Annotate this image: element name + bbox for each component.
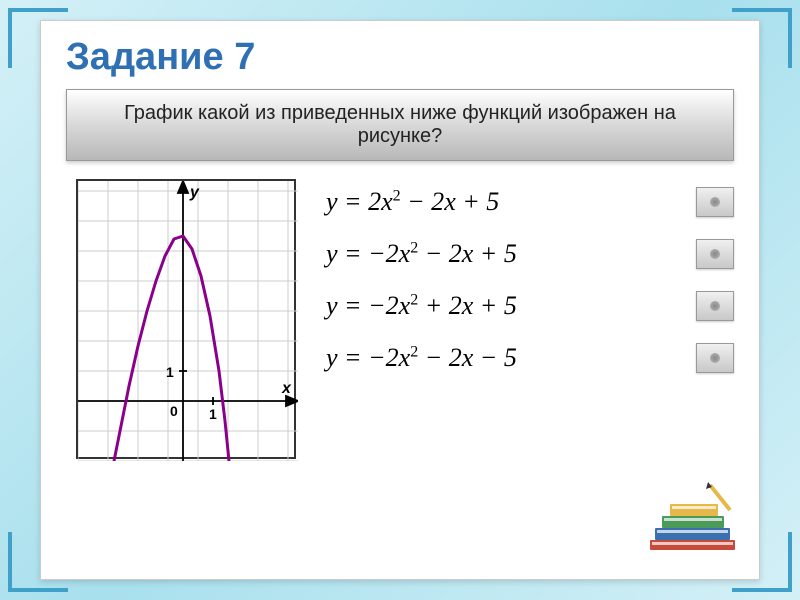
equation-2: y = −2x2 − 2x + 5 (326, 239, 517, 269)
option-row: y = −2x2 − 2x + 5 (326, 239, 734, 269)
svg-text:y: y (189, 184, 200, 201)
option-row: y = 2x2 − 2x + 5 (326, 187, 734, 217)
svg-text:1: 1 (166, 364, 174, 380)
option-row: y = −2x2 − 2x − 5 (326, 343, 734, 373)
parabola-graph: 0 1 1 y x (78, 181, 298, 461)
svg-text:0: 0 (170, 403, 178, 419)
option-button-1[interactable] (696, 187, 734, 217)
equation-4: y = −2x2 − 2x − 5 (326, 343, 517, 373)
option-button-3[interactable] (696, 291, 734, 321)
option-button-2[interactable] (696, 239, 734, 269)
books-icon (640, 480, 750, 570)
equation-3: y = −2x2 + 2x + 5 (326, 291, 517, 321)
graph-panel: 0 1 1 y x (76, 179, 296, 459)
equation-1: y = 2x2 − 2x + 5 (326, 187, 499, 217)
options-list: y = 2x2 − 2x + 5 y = −2x2 − 2x + 5 y = −… (326, 179, 734, 459)
svg-text:1: 1 (209, 406, 217, 422)
question-text: График какой из приведенных ниже функций… (66, 89, 734, 161)
svg-text:x: x (281, 380, 292, 397)
main-row: 0 1 1 y x y = 2x2 − 2x + 5 y = −2x2 − 2x… (66, 179, 734, 459)
option-row: y = −2x2 + 2x + 5 (326, 291, 734, 321)
task-title: Задание 7 (66, 36, 734, 79)
option-button-4[interactable] (696, 343, 734, 373)
